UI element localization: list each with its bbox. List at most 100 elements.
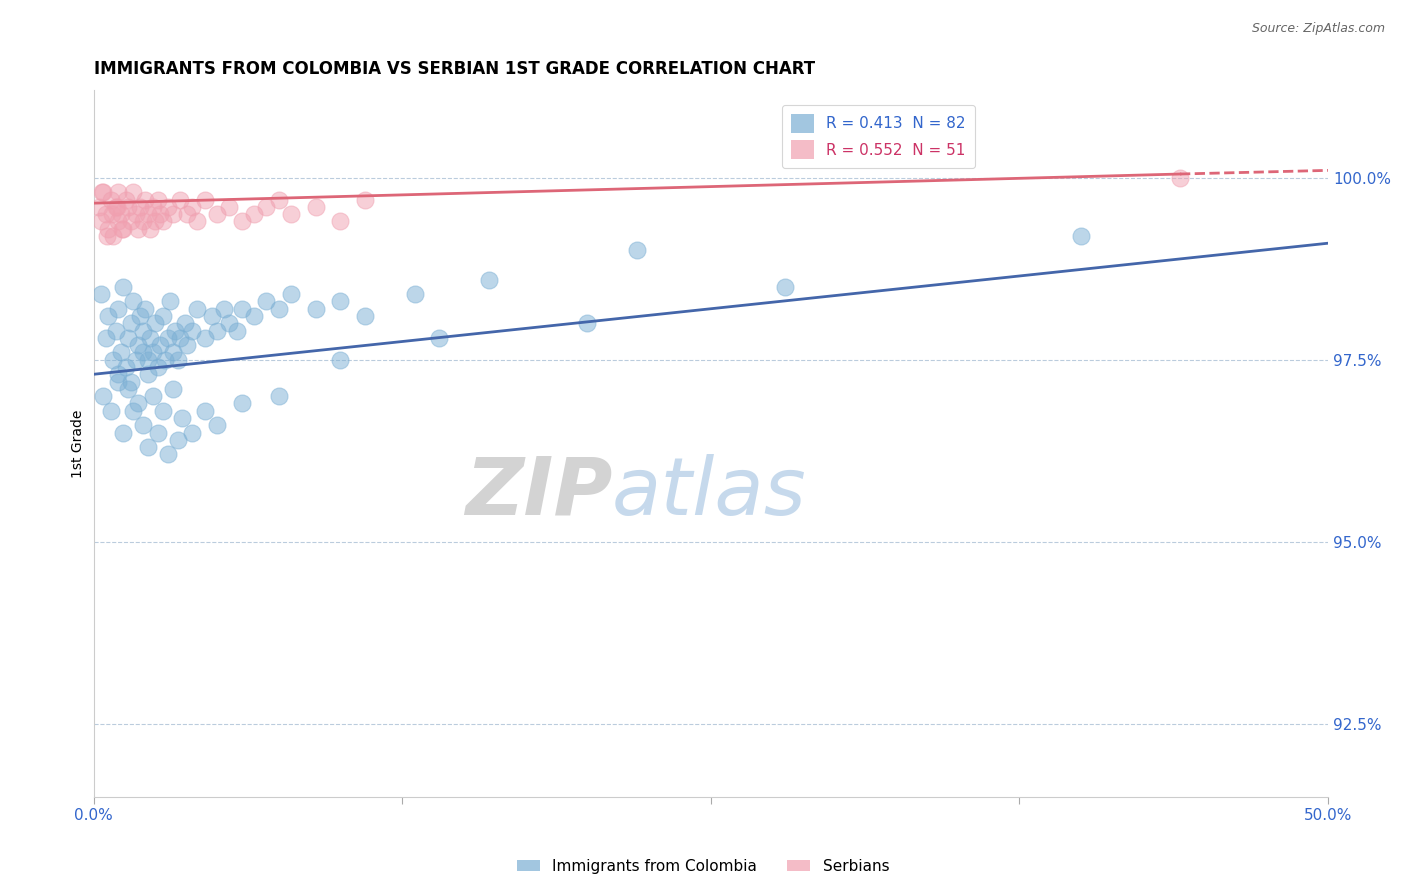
Point: [354, 309, 377, 323]
Text: ZIP: ZIP: [465, 454, 612, 532]
Point: [87, 200, 110, 214]
Point: [90, 287, 112, 301]
Point: [122, 403, 145, 417]
Point: [174, 316, 197, 330]
Point: [305, 301, 328, 316]
Point: [153, 352, 176, 367]
Point: [91, 185, 114, 199]
Point: [478, 272, 501, 286]
Point: [243, 207, 266, 221]
Point: [194, 331, 217, 345]
Point: [267, 193, 290, 207]
Point: [136, 368, 159, 382]
Point: [254, 200, 277, 214]
Point: [427, 331, 450, 345]
Point: [117, 331, 139, 345]
Point: [186, 214, 208, 228]
Point: [120, 316, 142, 330]
Point: [231, 396, 253, 410]
Point: [267, 301, 290, 316]
Point: [305, 200, 328, 214]
Point: [93, 389, 115, 403]
Point: [146, 193, 169, 207]
Point: [120, 214, 142, 228]
Point: [152, 214, 174, 228]
Point: [176, 338, 198, 352]
Point: [231, 214, 253, 228]
Point: [132, 214, 155, 228]
Point: [94, 207, 117, 221]
Point: [143, 316, 166, 330]
Point: [127, 396, 149, 410]
Point: [186, 301, 208, 316]
Point: [142, 345, 165, 359]
Point: [107, 301, 129, 316]
Point: [152, 403, 174, 417]
Point: [159, 294, 181, 309]
Text: atlas: atlas: [612, 454, 807, 532]
Point: [280, 207, 302, 221]
Point: [166, 352, 188, 367]
Point: [162, 345, 184, 359]
Point: [93, 185, 115, 199]
Point: [100, 193, 122, 207]
Point: [329, 352, 352, 367]
Point: [1168, 170, 1191, 185]
Point: [129, 200, 152, 214]
Point: [127, 338, 149, 352]
Point: [97, 221, 120, 235]
Y-axis label: 1st Grade: 1st Grade: [72, 409, 86, 477]
Point: [169, 193, 191, 207]
Point: [626, 244, 648, 258]
Point: [101, 207, 124, 221]
Point: [146, 359, 169, 374]
Point: [205, 324, 228, 338]
Point: [129, 309, 152, 323]
Point: [103, 228, 125, 243]
Point: [156, 447, 179, 461]
Point: [132, 324, 155, 338]
Point: [107, 368, 129, 382]
Point: [134, 193, 156, 207]
Point: [194, 403, 217, 417]
Point: [112, 221, 135, 235]
Point: [166, 433, 188, 447]
Point: [194, 193, 217, 207]
Point: [139, 221, 162, 235]
Point: [117, 200, 139, 214]
Point: [142, 389, 165, 403]
Point: [205, 207, 228, 221]
Point: [114, 359, 136, 374]
Point: [267, 389, 290, 403]
Point: [132, 345, 155, 359]
Point: [136, 440, 159, 454]
Point: [103, 352, 125, 367]
Point: [94, 331, 117, 345]
Point: [181, 200, 204, 214]
Point: [124, 352, 146, 367]
Point: [136, 352, 159, 367]
Point: [329, 294, 352, 309]
Point: [107, 214, 129, 228]
Point: [280, 287, 302, 301]
Point: [181, 425, 204, 440]
Point: [111, 221, 134, 235]
Point: [100, 403, 122, 417]
Point: [107, 375, 129, 389]
Point: [243, 309, 266, 323]
Point: [136, 207, 159, 221]
Point: [112, 280, 135, 294]
Point: [142, 200, 165, 214]
Point: [181, 324, 204, 338]
Point: [122, 185, 145, 199]
Point: [176, 207, 198, 221]
Point: [354, 193, 377, 207]
Point: [1070, 228, 1092, 243]
Point: [162, 382, 184, 396]
Point: [231, 301, 253, 316]
Point: [134, 301, 156, 316]
Point: [214, 301, 236, 316]
Point: [139, 331, 162, 345]
Point: [254, 294, 277, 309]
Point: [146, 425, 169, 440]
